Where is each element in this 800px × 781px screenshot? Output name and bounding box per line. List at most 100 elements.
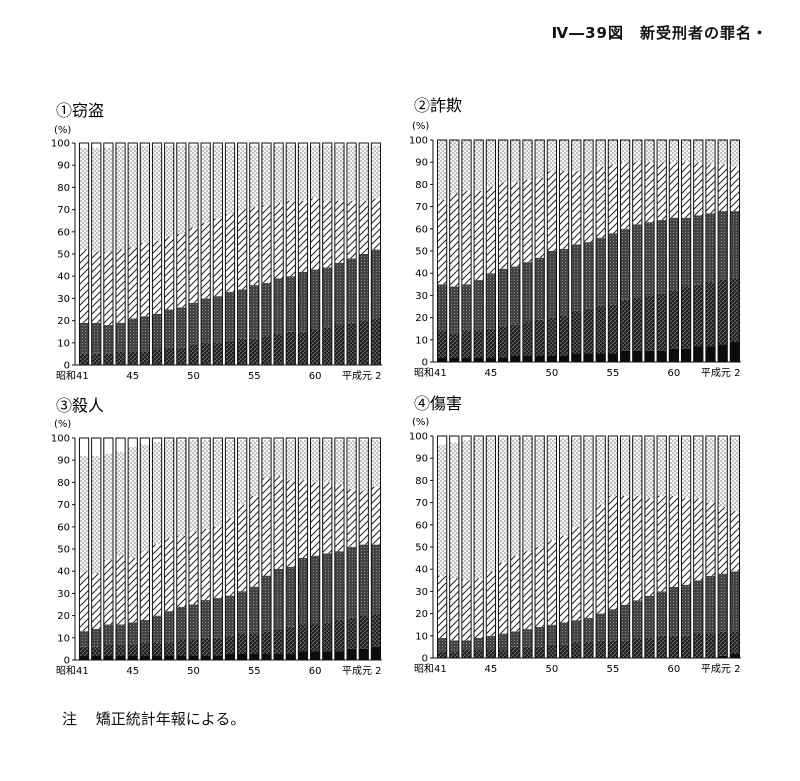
- bar-segment-2: [449, 333, 459, 358]
- footnote-label: 注: [62, 710, 78, 728]
- bar-56: [619, 139, 631, 363]
- bar-segment-3: [669, 586, 679, 636]
- bar-57: [632, 139, 643, 363]
- bar-segment-6: [176, 143, 186, 146]
- y-tick-label: 90: [415, 454, 428, 465]
- bar-segment-5: [261, 145, 272, 206]
- bar-segment-6: [693, 436, 703, 439]
- bar-63: [346, 437, 357, 661]
- bar-segment-4: [359, 200, 369, 254]
- bar-segment-5: [522, 438, 533, 552]
- bar-segment-3: [286, 566, 296, 627]
- bar-segment-2: [608, 640, 618, 658]
- bar-42: [91, 142, 102, 366]
- bar-60: [310, 437, 321, 661]
- bar-segment-4: [115, 555, 126, 625]
- bar-segment-2: [115, 644, 126, 656]
- bar-segment-6: [225, 438, 235, 441]
- bar-segment-6: [449, 436, 459, 443]
- bar-segment-2: [522, 322, 533, 356]
- bar-segment-3: [152, 313, 162, 350]
- bar-61: [322, 142, 333, 366]
- bar-48: [164, 437, 175, 661]
- bar-segment-4: [188, 531, 199, 605]
- bar-segment-5: [152, 145, 162, 241]
- bar-segment-6: [620, 436, 630, 439]
- bar-segment-4: [322, 200, 332, 268]
- bar-segment-3: [559, 248, 569, 316]
- x-tick-label: 60: [309, 666, 322, 677]
- bar-segment-3: [547, 251, 557, 318]
- bar-segment-3: [152, 615, 162, 643]
- bar-segment-3: [334, 262, 345, 326]
- bar-segment-6: [274, 143, 284, 146]
- bar-segment-2: [371, 613, 381, 647]
- bar-segment-1: [359, 648, 369, 660]
- bar-segment-5: [103, 147, 114, 252]
- bar-segment-3: [461, 284, 472, 331]
- bar-segment-3: [669, 217, 679, 291]
- bar-segment-5: [225, 145, 235, 215]
- bar-segment-3: [657, 591, 667, 636]
- bar-segment-1: [213, 655, 223, 660]
- bar-segment-1: [103, 655, 114, 660]
- bar-segment-5: [128, 145, 138, 248]
- bar-62: [334, 142, 345, 366]
- bar-segment-2: [115, 351, 126, 365]
- bar-segment-3: [632, 600, 642, 639]
- bar-segment-4: [286, 200, 296, 277]
- bar-segment-2: [620, 299, 630, 351]
- bar-segment-6: [510, 436, 520, 439]
- bar-segment-5: [547, 438, 557, 541]
- y-tick-label: 70: [57, 500, 70, 511]
- bar-segment-3: [730, 571, 740, 632]
- bar-segment-5: [657, 438, 667, 496]
- y-tick-label: 0: [64, 656, 70, 667]
- y-tick-label: 10: [415, 631, 428, 642]
- y-tick-label: 80: [57, 478, 70, 489]
- bar-segment-2: [632, 297, 642, 351]
- bar-元: [358, 437, 369, 661]
- y-tick-label: 0: [422, 654, 428, 665]
- bar-segment-1: [583, 353, 594, 362]
- bar-segment-3: [608, 609, 618, 641]
- bar-segment-6: [681, 436, 691, 439]
- bar-segment-1: [152, 655, 162, 660]
- bar-segment-2: [371, 318, 381, 365]
- bar-segment-4: [608, 495, 618, 610]
- bar-segment-4: [249, 495, 259, 587]
- bar-segment-5: [201, 145, 211, 223]
- bar-segment-2: [486, 328, 496, 358]
- bar-segment-3: [274, 278, 284, 334]
- bar-segment-1: [346, 648, 357, 660]
- bar-segment-6: [286, 143, 296, 146]
- bar-60: [668, 139, 680, 363]
- bar-segment-2: [79, 646, 89, 656]
- bar-segment-1: [79, 655, 89, 660]
- bar-segment-3: [140, 316, 150, 352]
- bar-segment-1: [693, 346, 703, 362]
- bar-segment-4: [176, 234, 186, 308]
- bar-segment-4: [522, 551, 533, 630]
- bar-segment-4: [310, 198, 320, 270]
- bar-segment-4: [644, 162, 655, 223]
- bar-segment-3: [632, 224, 642, 298]
- chart-title: ④傷害: [414, 394, 462, 413]
- bar-segment-2: [152, 349, 162, 365]
- bar-segment-4: [498, 182, 508, 269]
- bar-segment-2: [608, 304, 618, 354]
- bar-segment-2: [449, 651, 459, 658]
- y-unit-label: (%): [412, 417, 429, 428]
- bar-58: [644, 139, 655, 363]
- x-tick-label: 昭和41: [56, 665, 89, 677]
- bar-segment-5: [583, 140, 594, 172]
- bar-61: [322, 437, 333, 661]
- bar-58: [285, 142, 296, 366]
- bar-segment-5: [334, 145, 345, 201]
- bar-segment-5: [176, 145, 186, 235]
- bar-segment-4: [486, 186, 496, 274]
- bar-segment-1: [510, 355, 520, 362]
- bar-segment-4: [583, 171, 594, 243]
- y-tick-label: 100: [51, 139, 70, 150]
- bar-segment-5: [620, 140, 630, 163]
